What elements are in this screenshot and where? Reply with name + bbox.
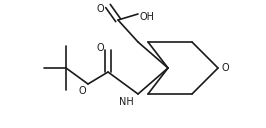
Text: NH: NH [119,97,134,107]
Text: O: O [96,43,104,53]
Text: O: O [222,63,230,73]
Text: OH: OH [140,12,155,22]
Text: O: O [96,4,104,14]
Text: O: O [78,86,86,96]
